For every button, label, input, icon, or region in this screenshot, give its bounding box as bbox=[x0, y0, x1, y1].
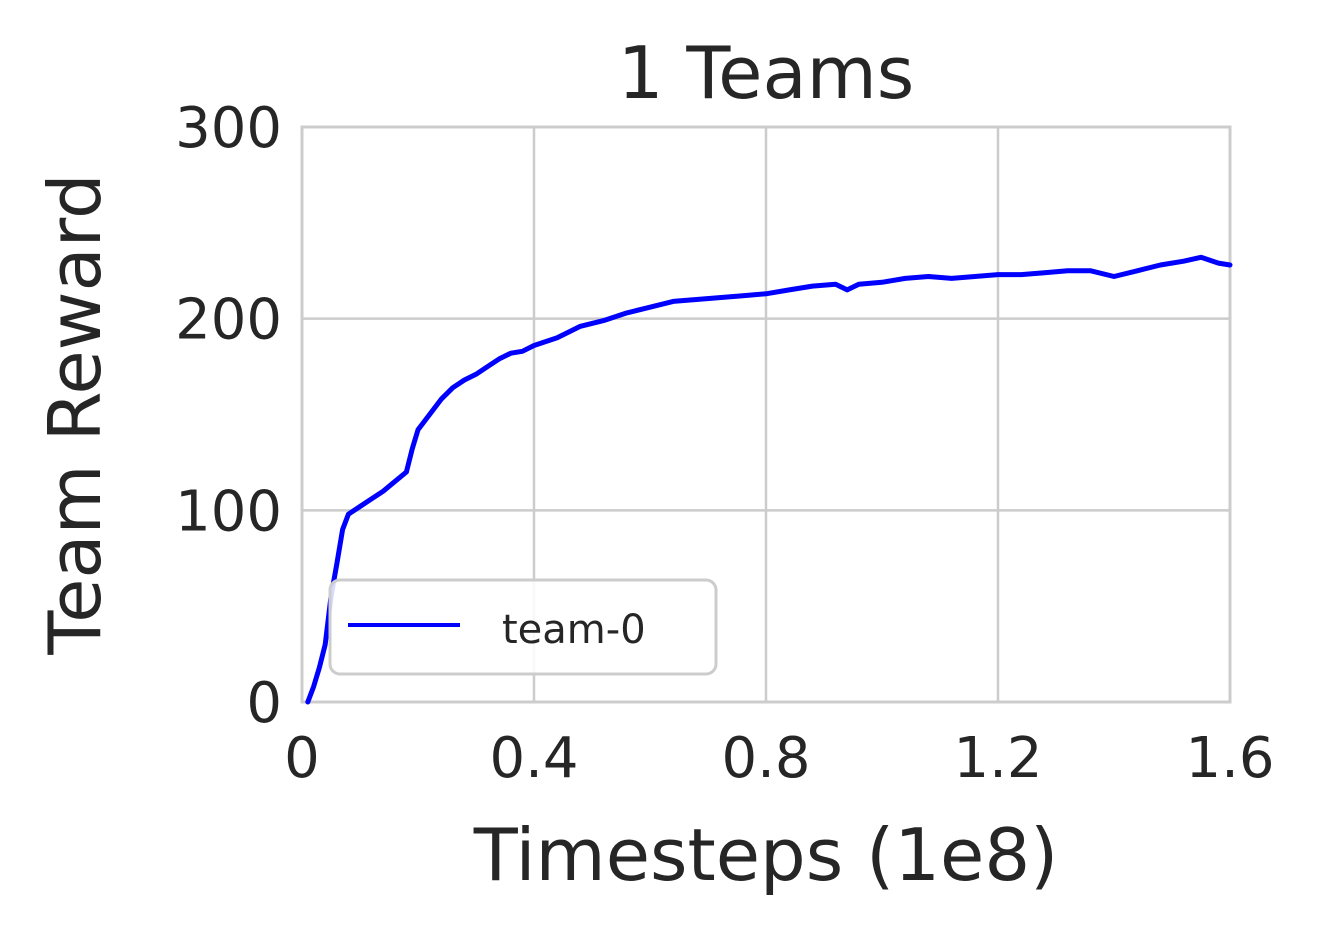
y-axis-label: Team Reward bbox=[33, 173, 117, 655]
x-tick-label: 0.4 bbox=[489, 726, 578, 791]
x-tick-labels: 0 0.4 0.8 1.2 1.6 bbox=[284, 726, 1274, 791]
x-tick-label: 0.8 bbox=[721, 726, 810, 791]
legend: team-0 bbox=[328, 578, 718, 676]
plot-frame bbox=[300, 125, 1232, 704]
legend-box bbox=[328, 578, 718, 676]
series-lines bbox=[305, 254, 1233, 705]
series-line-team-0 bbox=[305, 254, 1233, 705]
y-tick-label: 300 bbox=[175, 96, 282, 161]
x-tick-label: 0 bbox=[284, 726, 320, 791]
y-tick-label: 0 bbox=[246, 671, 282, 736]
y-tick-label: 200 bbox=[175, 288, 282, 353]
y-tick-labels: 0 100 200 300 bbox=[175, 96, 282, 736]
x-tick-label: 1.2 bbox=[953, 726, 1042, 791]
chart-title: 1 Teams bbox=[618, 31, 915, 115]
x-tick-label: 1.6 bbox=[1185, 726, 1274, 791]
legend-label-team-0: team-0 bbox=[502, 607, 646, 653]
x-axis-label: Timesteps (1e8) bbox=[473, 813, 1058, 897]
y-tick-label: 100 bbox=[175, 479, 282, 544]
